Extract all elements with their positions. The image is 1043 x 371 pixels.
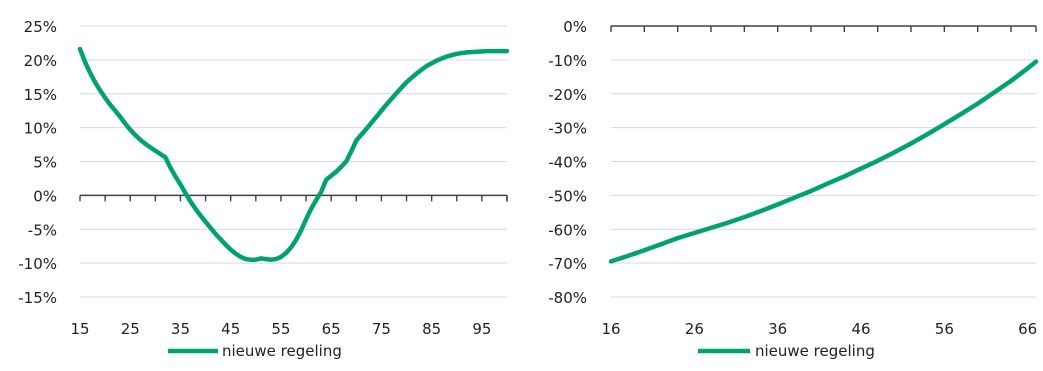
x-tick-label: 16 <box>601 320 620 338</box>
x-tick-label: 35 <box>171 320 190 338</box>
x-tick-label: 45 <box>221 320 240 338</box>
y-tick-label: -80% <box>548 289 587 307</box>
x-tick-label: 95 <box>472 320 491 338</box>
x-tick-label: 66 <box>1018 320 1037 338</box>
x-tick-label: 56 <box>935 320 954 338</box>
x-tick-label: 55 <box>271 320 290 338</box>
x-tick-label: 36 <box>768 320 787 338</box>
legend-label: nieuwe regeling <box>222 342 342 360</box>
y-tick-label: 5% <box>33 154 57 172</box>
y-tick-label: -70% <box>548 255 587 273</box>
y-tick-label: -5% <box>28 221 57 239</box>
y-tick-label: -60% <box>548 221 587 239</box>
legend-label: nieuwe regeling <box>755 342 875 360</box>
y-tick-label: 20% <box>24 52 57 70</box>
y-tick-label: 25% <box>24 18 57 36</box>
series-line <box>608 59 1039 264</box>
y-tick-label: 15% <box>24 86 57 104</box>
y-tick-label: -40% <box>548 154 587 172</box>
x-tick-label: 65 <box>322 320 341 338</box>
series-line <box>77 46 510 262</box>
y-tick-label: 0% <box>33 187 57 205</box>
chart-2: 0% -10% -20% -30% -40% -50% -60% -70% -80% 16 26 36… <box>548 18 1039 360</box>
y-tick-label: -10% <box>548 52 587 70</box>
y-tick-label: 10% <box>24 120 57 138</box>
y-tick-label: -20% <box>548 86 587 104</box>
y-tick-label: -15% <box>18 289 57 307</box>
x-tick-label: 75 <box>372 320 391 338</box>
x-tick-label: 85 <box>422 320 441 338</box>
y-tick-label: 0% <box>563 18 587 36</box>
x-tick-label: 25 <box>121 320 140 338</box>
x-tick-label: 46 <box>851 320 870 338</box>
x-tick-label: 15 <box>70 320 89 338</box>
y-tick-label: -30% <box>548 120 587 138</box>
y-tick-label: -10% <box>18 255 57 273</box>
x-tick-label: 26 <box>685 320 704 338</box>
chart-1: 25% 20% 15% 10% 5% 0% -5% -10% -15% 15 25 35 45 55 65 7… <box>18 18 510 360</box>
y-tick-label: -50% <box>548 187 587 205</box>
